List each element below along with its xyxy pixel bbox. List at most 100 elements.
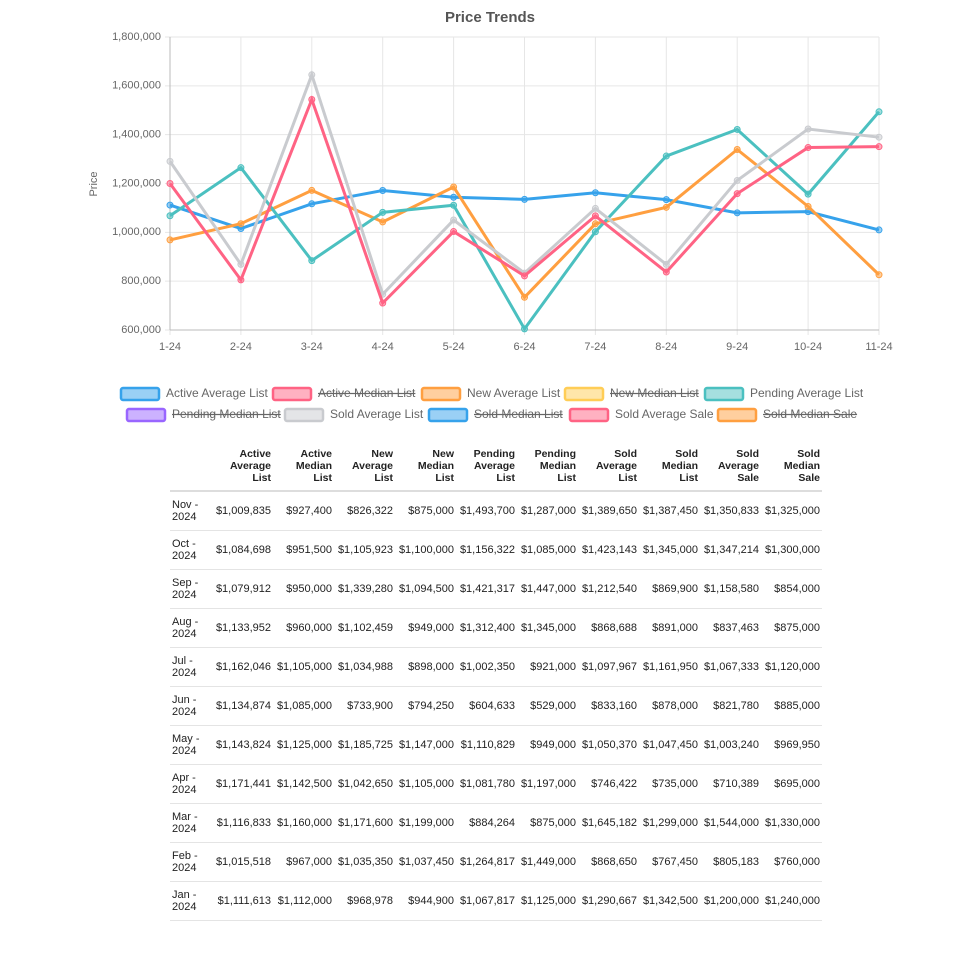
x-tick-label: 5-24	[443, 341, 465, 353]
table-cell: $1,105,000	[395, 764, 456, 804]
header-cell: Sold Median List	[639, 446, 700, 492]
table-cell: $1,199,000	[395, 803, 456, 843]
data-table: Active Average List Active Median List New…	[170, 446, 822, 921]
data-point	[804, 202, 812, 210]
x-tick-label: 7-24	[584, 341, 606, 353]
table-row: Jul - 2024 $1,162,046 $1,105,000 $1,034,988…	[170, 647, 822, 687]
data-point	[379, 218, 387, 226]
table-cell: $1,212,540	[578, 569, 639, 609]
legend-swatch	[119, 386, 161, 402]
table-cell: $1,105,923	[334, 530, 395, 570]
data-point	[450, 228, 458, 236]
legend-swatch	[563, 386, 605, 402]
row-label: Nov - 2024	[170, 491, 212, 531]
legend-swatch	[716, 407, 758, 423]
table-cell: $1,185,725	[334, 725, 395, 765]
data-point	[379, 299, 387, 307]
table-cell: $891,000	[639, 608, 700, 648]
table-cell: $1,067,817	[456, 881, 517, 921]
table-cell: $733,900	[334, 686, 395, 726]
table-row: Nov - 2024 $1,009,835 $927,400 $826,322 $875…	[170, 491, 822, 531]
table-cell: $1,160,000	[273, 803, 334, 843]
table-cell: $967,000	[273, 842, 334, 882]
table-cell: $1,645,182	[578, 803, 639, 843]
table-row: Feb - 2024 $1,015,518 $967,000 $1,035,350 $1…	[170, 842, 822, 882]
table-cell: $1,143,824	[212, 725, 273, 765]
table-cell: $1,100,000	[395, 530, 456, 570]
legend-swatch	[427, 407, 469, 423]
header-cell: Pending Median List	[517, 446, 578, 492]
table-cell: $767,450	[639, 842, 700, 882]
table-cell: $1,015,518	[212, 842, 273, 882]
table-row: Mar - 2024 $1,116,833 $1,160,000 $1,171,600…	[170, 803, 822, 843]
data-point	[308, 257, 316, 265]
table-cell: $1,350,833	[700, 491, 761, 531]
table-cell: $604,633	[456, 686, 517, 726]
x-tick-label: 9-24	[726, 341, 748, 353]
table-cell: $1,147,000	[395, 725, 456, 765]
table-cell: $1,120,000	[761, 647, 822, 687]
table-cell: $1,299,000	[639, 803, 700, 843]
table-cell: $1,085,000	[517, 530, 578, 570]
data-point	[379, 186, 387, 194]
table-cell: $1,171,600	[334, 803, 395, 843]
table-cell: $1,161,950	[639, 647, 700, 687]
table-cell: $1,423,143	[578, 530, 639, 570]
table-cell: $746,422	[578, 764, 639, 804]
table-cell: $968,978	[334, 881, 395, 921]
data-point	[521, 272, 528, 280]
table-cell: $1,312,400	[456, 608, 517, 648]
data-point	[733, 176, 741, 184]
legend-label: Active Median List	[318, 386, 416, 400]
table-cell: $760,000	[761, 842, 822, 882]
legend-label: Sold Average Sale	[615, 407, 714, 421]
row-label: Apr - 2024	[170, 764, 212, 804]
data-point	[662, 260, 670, 268]
table-cell: $1,347,214	[700, 530, 761, 570]
table-cell: $951,500	[273, 530, 334, 570]
data-point	[166, 180, 174, 187]
row-label: Jul - 2024	[170, 647, 212, 687]
table-row: Apr - 2024 $1,171,441 $1,142,500 $1,042,650…	[170, 764, 822, 804]
table-cell: $794,250	[395, 686, 456, 726]
table-cell: $735,000	[639, 764, 700, 804]
table-body: Nov - 2024 $1,009,835 $927,400 $826,322 $875…	[170, 491, 822, 921]
table-cell: $1,156,322	[456, 530, 517, 570]
row-label: Jan - 2024	[170, 881, 212, 921]
table-cell: $1,079,912	[212, 569, 273, 609]
data-point	[591, 189, 599, 197]
table-cell: $529,000	[517, 686, 578, 726]
table-cell: $875,000	[517, 803, 578, 843]
data-point	[662, 203, 670, 211]
table-cell: $1,197,000	[517, 764, 578, 804]
data-point	[166, 212, 174, 220]
table-cell: $1,142,500	[273, 764, 334, 804]
table-cell: $1,240,000	[761, 881, 822, 921]
y-tick-label: 1,000,000	[112, 226, 161, 238]
table-row: Jun - 2024 $1,134,874 $1,085,000 $733,900 $7…	[170, 686, 822, 726]
row-label: Sep - 2024	[170, 569, 212, 609]
y-tick-label: 600,000	[121, 324, 161, 336]
table-cell: $1,171,441	[212, 764, 273, 804]
table-cell: $837,463	[700, 608, 761, 648]
data-point	[450, 183, 458, 191]
row-label: Aug - 2024	[170, 608, 212, 648]
table-cell: $1,047,450	[639, 725, 700, 765]
data-point	[450, 201, 458, 209]
table-cell: $1,116,833	[212, 803, 273, 843]
table-cell: $695,000	[761, 764, 822, 804]
data-point	[804, 125, 812, 133]
table-cell: $1,287,000	[517, 491, 578, 531]
table-cell: $1,264,817	[456, 842, 517, 882]
table-cell: $833,160	[578, 686, 639, 726]
table-row: Aug - 2024 $1,133,952 $960,000 $1,102,459 $9…	[170, 608, 822, 648]
data-point	[662, 196, 670, 204]
data-point	[450, 216, 458, 224]
table-row: Jan - 2024 $1,111,613 $1,112,000 $968,978 $9…	[170, 881, 822, 921]
x-tick-label: 8-24	[655, 341, 677, 353]
header-cell: Active Average List	[212, 446, 273, 492]
table-cell: $826,322	[334, 491, 395, 531]
legend-label: Sold Median List	[474, 407, 563, 421]
table-cell: $869,900	[639, 569, 700, 609]
